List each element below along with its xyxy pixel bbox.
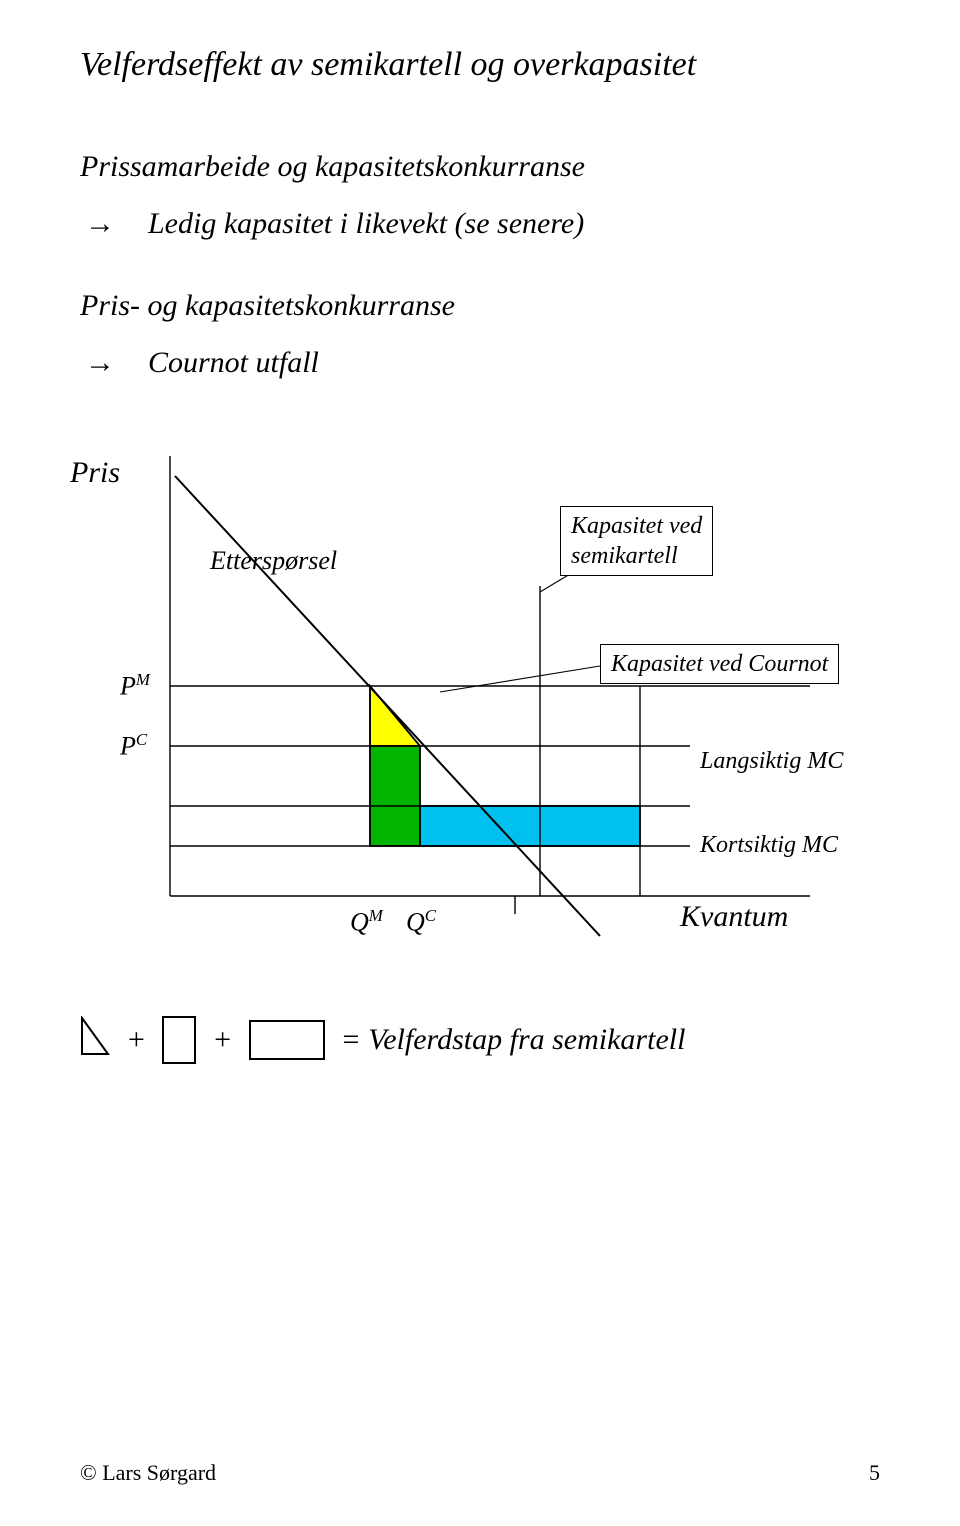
para1-line1: Prissamarbeide og kapasitetskonkurranse <box>80 144 880 191</box>
equation-row: + + = Velferdstap fra semikartell <box>80 1016 880 1064</box>
footer-author: © Lars Sørgard <box>80 1460 216 1486</box>
square-icon <box>162 1016 196 1064</box>
label-qc: QC <box>406 906 436 938</box>
axis-label-pris: Pris <box>70 456 120 490</box>
eq-text: = Velferdstap fra semikartell <box>341 1023 686 1057</box>
triangle-icon <box>80 1016 110 1064</box>
welfare-diagram: Pris Etterspørsel PM PC QM QC Kapasitet … <box>80 416 880 976</box>
paragraph-2: Pris- og kapasitetskonkurranse → Cournot… <box>80 283 880 386</box>
label-pm: PM <box>120 670 150 702</box>
label-kortsiktig-mc: Kortsiktig MC <box>700 832 838 859</box>
arrow-right-icon: → <box>80 201 120 248</box>
plus-2: + <box>212 1023 232 1057</box>
para2-arrow-text: Cournot utfall <box>148 340 319 387</box>
box-kapasitet-semikartell: Kapasitet ved semikartell <box>560 506 713 576</box>
para1-arrow-line: → Ledig kapasitet i likevekt (se senere) <box>80 201 880 248</box>
page-title: Velferdseffekt av semikartell og overkap… <box>80 46 880 84</box>
axis-label-kvantum: Kvantum <box>680 900 788 934</box>
para2-arrow-line: → Cournot utfall <box>80 340 880 387</box>
label-qm: QM <box>350 906 383 938</box>
box-kapasitet-cournot: Kapasitet ved Cournot <box>600 644 839 684</box>
paragraph-1: Prissamarbeide og kapasitetskonkurranse … <box>80 144 880 247</box>
footer-page-number: 5 <box>869 1460 880 1486</box>
label-langsiktig-mc: Langsiktig MC <box>700 748 843 775</box>
plus-1: + <box>126 1023 146 1057</box>
page-footer: © Lars Sørgard 5 <box>80 1460 880 1486</box>
rectangle-icon <box>249 1020 325 1060</box>
para1-arrow-text: Ledig kapasitet i likevekt (se senere) <box>148 201 584 248</box>
demand-label: Etterspørsel <box>210 546 337 576</box>
label-pc: PC <box>120 730 147 762</box>
arrow-right-icon: → <box>80 340 120 387</box>
para2-line1: Pris- og kapasitetskonkurranse <box>80 283 880 330</box>
